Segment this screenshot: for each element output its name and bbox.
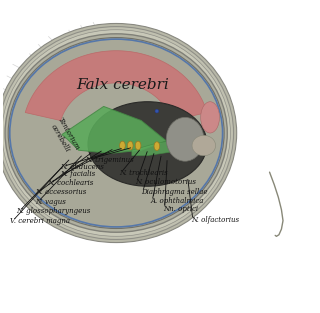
Text: N. oculomotorius: N. oculomotorius (135, 178, 196, 186)
Ellipse shape (201, 102, 220, 133)
Text: N. abducens: N. abducens (60, 162, 104, 171)
Ellipse shape (88, 102, 207, 186)
Text: A. ophthalmica: A. ophthalmica (151, 197, 204, 205)
Ellipse shape (135, 141, 141, 150)
Ellipse shape (155, 109, 159, 113)
Ellipse shape (166, 117, 204, 161)
Ellipse shape (120, 141, 125, 150)
Ellipse shape (0, 23, 237, 243)
Text: N. accessorius: N. accessorius (35, 188, 86, 197)
Text: Tentorium
cerebelli: Tentorium cerebelli (48, 116, 81, 156)
Ellipse shape (0, 27, 234, 239)
Polygon shape (25, 51, 207, 121)
Text: N. vagus: N. vagus (35, 198, 66, 206)
Polygon shape (62, 106, 166, 153)
Text: V. cerebri magna: V. cerebri magna (10, 217, 70, 225)
Text: Falx cerebri: Falx cerebri (76, 78, 169, 91)
Ellipse shape (154, 142, 160, 151)
Text: N. trochlearis: N. trochlearis (119, 169, 168, 177)
Text: Diaphragma sellae: Diaphragma sellae (141, 187, 208, 196)
Polygon shape (132, 136, 210, 156)
Ellipse shape (127, 141, 133, 150)
Ellipse shape (5, 34, 227, 232)
Text: N. cochlearis: N. cochlearis (47, 179, 94, 187)
Ellipse shape (192, 135, 216, 156)
Text: N. olfactorius: N. olfactorius (191, 216, 239, 224)
Ellipse shape (8, 38, 224, 228)
Text: N. glossopharyngeus: N. glossopharyngeus (16, 207, 90, 215)
Ellipse shape (2, 30, 230, 236)
Text: Nn. optici: Nn. optici (163, 205, 198, 213)
Text: N. facialis: N. facialis (60, 170, 95, 178)
Text: N. trigeminus: N. trigeminus (85, 156, 134, 164)
